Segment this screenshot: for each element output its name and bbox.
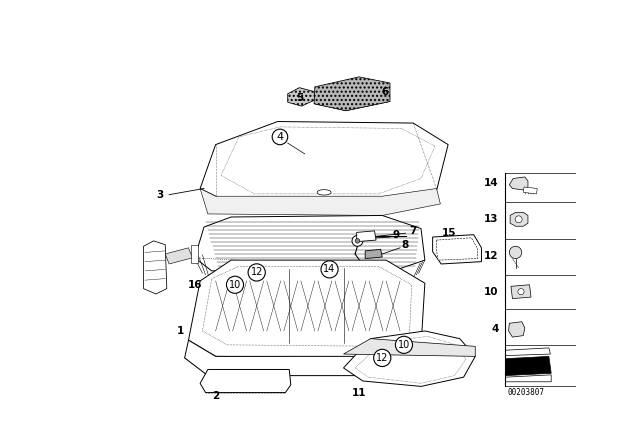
- Polygon shape: [200, 121, 448, 211]
- Polygon shape: [189, 260, 425, 358]
- Text: 8: 8: [402, 240, 409, 250]
- Polygon shape: [356, 231, 376, 241]
- Text: 10: 10: [484, 288, 499, 297]
- Polygon shape: [511, 285, 531, 299]
- Text: 10: 10: [398, 340, 410, 350]
- Polygon shape: [200, 189, 440, 215]
- Text: 6: 6: [381, 87, 388, 97]
- Polygon shape: [165, 248, 193, 264]
- Text: 5: 5: [296, 93, 303, 103]
- Text: 15: 15: [442, 228, 456, 238]
- Polygon shape: [202, 266, 412, 346]
- Text: 12: 12: [376, 353, 388, 363]
- Ellipse shape: [317, 190, 331, 195]
- Text: 1: 1: [177, 326, 184, 336]
- Polygon shape: [344, 331, 476, 386]
- Text: 2: 2: [212, 392, 220, 401]
- Polygon shape: [314, 77, 390, 111]
- Text: 14: 14: [323, 264, 335, 274]
- Polygon shape: [288, 88, 315, 106]
- Text: 10: 10: [229, 280, 241, 290]
- Polygon shape: [191, 245, 198, 263]
- Text: 4: 4: [276, 132, 284, 142]
- Polygon shape: [195, 215, 425, 271]
- Circle shape: [352, 236, 363, 246]
- Circle shape: [355, 238, 360, 243]
- Polygon shape: [200, 370, 291, 392]
- Text: 16: 16: [188, 280, 202, 290]
- Polygon shape: [143, 241, 167, 294]
- Text: 9: 9: [392, 230, 400, 240]
- Circle shape: [509, 246, 522, 258]
- Text: 4: 4: [491, 324, 499, 334]
- Polygon shape: [509, 177, 528, 190]
- Polygon shape: [506, 375, 551, 382]
- Text: 3: 3: [156, 190, 163, 200]
- Text: 11: 11: [352, 388, 366, 397]
- Polygon shape: [433, 235, 481, 264]
- Text: 00203807: 00203807: [507, 388, 544, 397]
- Text: 7: 7: [410, 226, 417, 236]
- Polygon shape: [506, 356, 551, 375]
- Polygon shape: [436, 238, 477, 260]
- Polygon shape: [509, 322, 525, 337]
- Polygon shape: [344, 339, 476, 356]
- Text: 12: 12: [484, 250, 499, 260]
- Circle shape: [518, 289, 524, 295]
- Polygon shape: [510, 212, 528, 226]
- Polygon shape: [221, 127, 435, 194]
- Polygon shape: [524, 187, 537, 194]
- Polygon shape: [506, 348, 550, 356]
- Polygon shape: [184, 340, 425, 375]
- Text: 14: 14: [484, 178, 499, 188]
- Text: 12: 12: [250, 267, 263, 277]
- Polygon shape: [365, 250, 382, 258]
- Circle shape: [515, 216, 522, 223]
- Text: 13: 13: [484, 214, 499, 224]
- Polygon shape: [355, 336, 466, 383]
